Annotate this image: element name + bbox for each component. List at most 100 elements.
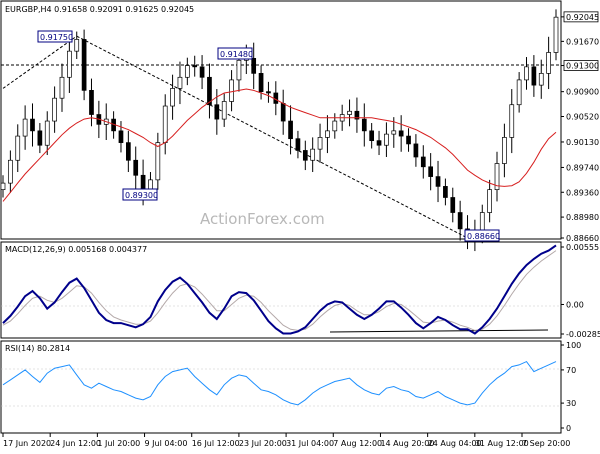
annotation-0.89300: 0.89300 bbox=[122, 188, 158, 201]
candle-body bbox=[310, 148, 316, 161]
time-tick-label: 7 Aug 12:00 bbox=[333, 439, 382, 448]
candle-body bbox=[15, 135, 21, 161]
candle-body bbox=[81, 39, 87, 91]
price-pane-frame bbox=[0, 0, 562, 240]
price-pane: EURGBP,H4 0.91658 0.92091 0.91625 0.9204… bbox=[0, 0, 599, 252]
rsi-tick-label: 100 bbox=[566, 341, 581, 350]
annotation-box bbox=[464, 229, 500, 242]
time-axis: 17 Jun 2020 24 Jun 12:001 Jul 20:00 9 Jul … bbox=[2, 433, 570, 448]
candle-body bbox=[273, 92, 279, 104]
candle-body bbox=[369, 130, 375, 142]
time-tick-label: 9 Jul 04:00 bbox=[145, 439, 188, 448]
time-tick-label: 14 Aug 20:00 bbox=[380, 439, 434, 448]
price-tick-label: 0.89360 bbox=[566, 188, 599, 197]
candle-body bbox=[214, 104, 220, 120]
candle-body bbox=[251, 57, 257, 74]
candle-body bbox=[435, 176, 441, 187]
annotation-label: 0.88660 bbox=[467, 232, 500, 241]
time-tick-label: 17 Jun 2020 bbox=[3, 439, 51, 448]
candle-body bbox=[140, 174, 146, 191]
time-tick-label: 31 Aug 12:00 bbox=[475, 439, 529, 448]
candle-body bbox=[0, 182, 6, 191]
annotation-label: 0.91750 bbox=[40, 33, 73, 42]
candle-body bbox=[118, 130, 124, 143]
candle-body bbox=[266, 91, 271, 94]
candle-body bbox=[184, 65, 190, 78]
candle-body bbox=[148, 179, 153, 191]
time-tick-label: 1 Jul 20:00 bbox=[97, 439, 140, 448]
time-tick-label: 23 Jul 20:00 bbox=[239, 439, 287, 448]
rsi-label: RSI(14) 80.2814 bbox=[5, 344, 70, 353]
candle-body bbox=[30, 118, 35, 132]
candle-body bbox=[155, 142, 161, 181]
candle-body bbox=[74, 39, 80, 52]
price-tick-label: 0.90520 bbox=[566, 112, 599, 121]
candle-body bbox=[398, 130, 404, 137]
candle-body bbox=[133, 159, 139, 176]
time-tick-label: 7 Sep 20:00 bbox=[522, 439, 570, 448]
candle-body bbox=[487, 189, 492, 213]
candle-body bbox=[295, 138, 301, 151]
candle-body bbox=[524, 66, 529, 81]
annotation-0.88660: 0.88660 bbox=[464, 229, 500, 242]
macd-pane-frame bbox=[0, 241, 562, 339]
candle-body bbox=[317, 137, 323, 150]
candle-body bbox=[22, 118, 28, 137]
macd-support-line bbox=[329, 329, 549, 333]
price-tag-box bbox=[563, 11, 599, 23]
candle-body bbox=[494, 163, 500, 191]
candle-body bbox=[302, 150, 308, 161]
price-tick-label: 0.88660 bbox=[566, 234, 599, 243]
candle-body bbox=[531, 66, 537, 86]
candle-body bbox=[420, 156, 426, 168]
time-tick-label: 24 Aug 04:00 bbox=[428, 439, 482, 448]
candle-body bbox=[37, 130, 43, 146]
candle-body bbox=[44, 120, 50, 146]
price-tick-label: 0.90130 bbox=[566, 138, 599, 147]
macd-signal-line bbox=[2, 250, 557, 331]
time-tick-label: 16 Jul 12:00 bbox=[192, 439, 240, 448]
candle-body bbox=[59, 76, 65, 99]
time-tick-label: 24 Jun 12:00 bbox=[50, 439, 101, 448]
symbol-header: EURGBP,H4 0.91658 0.92091 0.91625 0.9204… bbox=[5, 5, 194, 14]
rsi-pane-frame bbox=[0, 340, 562, 434]
price-tick-label: 0.91670 bbox=[566, 37, 599, 46]
candle-body bbox=[509, 104, 515, 138]
candle-body bbox=[391, 130, 397, 135]
price-tick-label: 0.90900 bbox=[566, 88, 599, 97]
rsi-axis: 100 70 30 0 bbox=[561, 341, 581, 433]
candle-body bbox=[450, 197, 456, 213]
candle-body bbox=[207, 76, 212, 106]
time-tick-label: 31 Jul 04:00 bbox=[286, 439, 334, 448]
candle-body bbox=[177, 76, 183, 89]
candle-body bbox=[443, 186, 448, 198]
candle-body bbox=[162, 105, 168, 143]
candle-body bbox=[89, 90, 94, 115]
candle-body bbox=[280, 103, 286, 122]
trendline-rising bbox=[2, 35, 78, 89]
macd-tick-label: 0.00555 bbox=[566, 243, 599, 252]
macd-tick-label: -0.002851 bbox=[566, 330, 600, 339]
macd-tick-label: 0.00 bbox=[566, 300, 584, 309]
candle-body bbox=[221, 101, 227, 120]
candle-body bbox=[457, 212, 463, 230]
price-tick-label: 0.89740 bbox=[566, 163, 599, 172]
candle-body bbox=[516, 79, 522, 106]
price-tick-label: 0.92045 bbox=[566, 13, 599, 22]
annotation-0.91750: 0.91750 bbox=[37, 30, 73, 43]
rsi-tick-label: 30 bbox=[566, 399, 576, 408]
candle-body bbox=[361, 118, 367, 132]
annotation-box bbox=[122, 188, 158, 201]
price-tick-label: 0.91300 bbox=[566, 62, 599, 71]
annotation-0.91480: 0.91480 bbox=[217, 47, 253, 60]
rsi-tick-label: 0 bbox=[566, 424, 571, 433]
candle-body bbox=[192, 65, 198, 68]
candle-body bbox=[229, 79, 234, 102]
macd-label: MACD(12,26,9) 0.005168 0.004377 bbox=[5, 245, 147, 254]
candle-body bbox=[52, 97, 57, 122]
candle-body bbox=[413, 143, 419, 158]
rsi-pane: RSI(14) 80.2814 100 70 30 0 bbox=[0, 340, 581, 434]
candle-body bbox=[428, 166, 434, 177]
annotation-box bbox=[217, 47, 253, 60]
